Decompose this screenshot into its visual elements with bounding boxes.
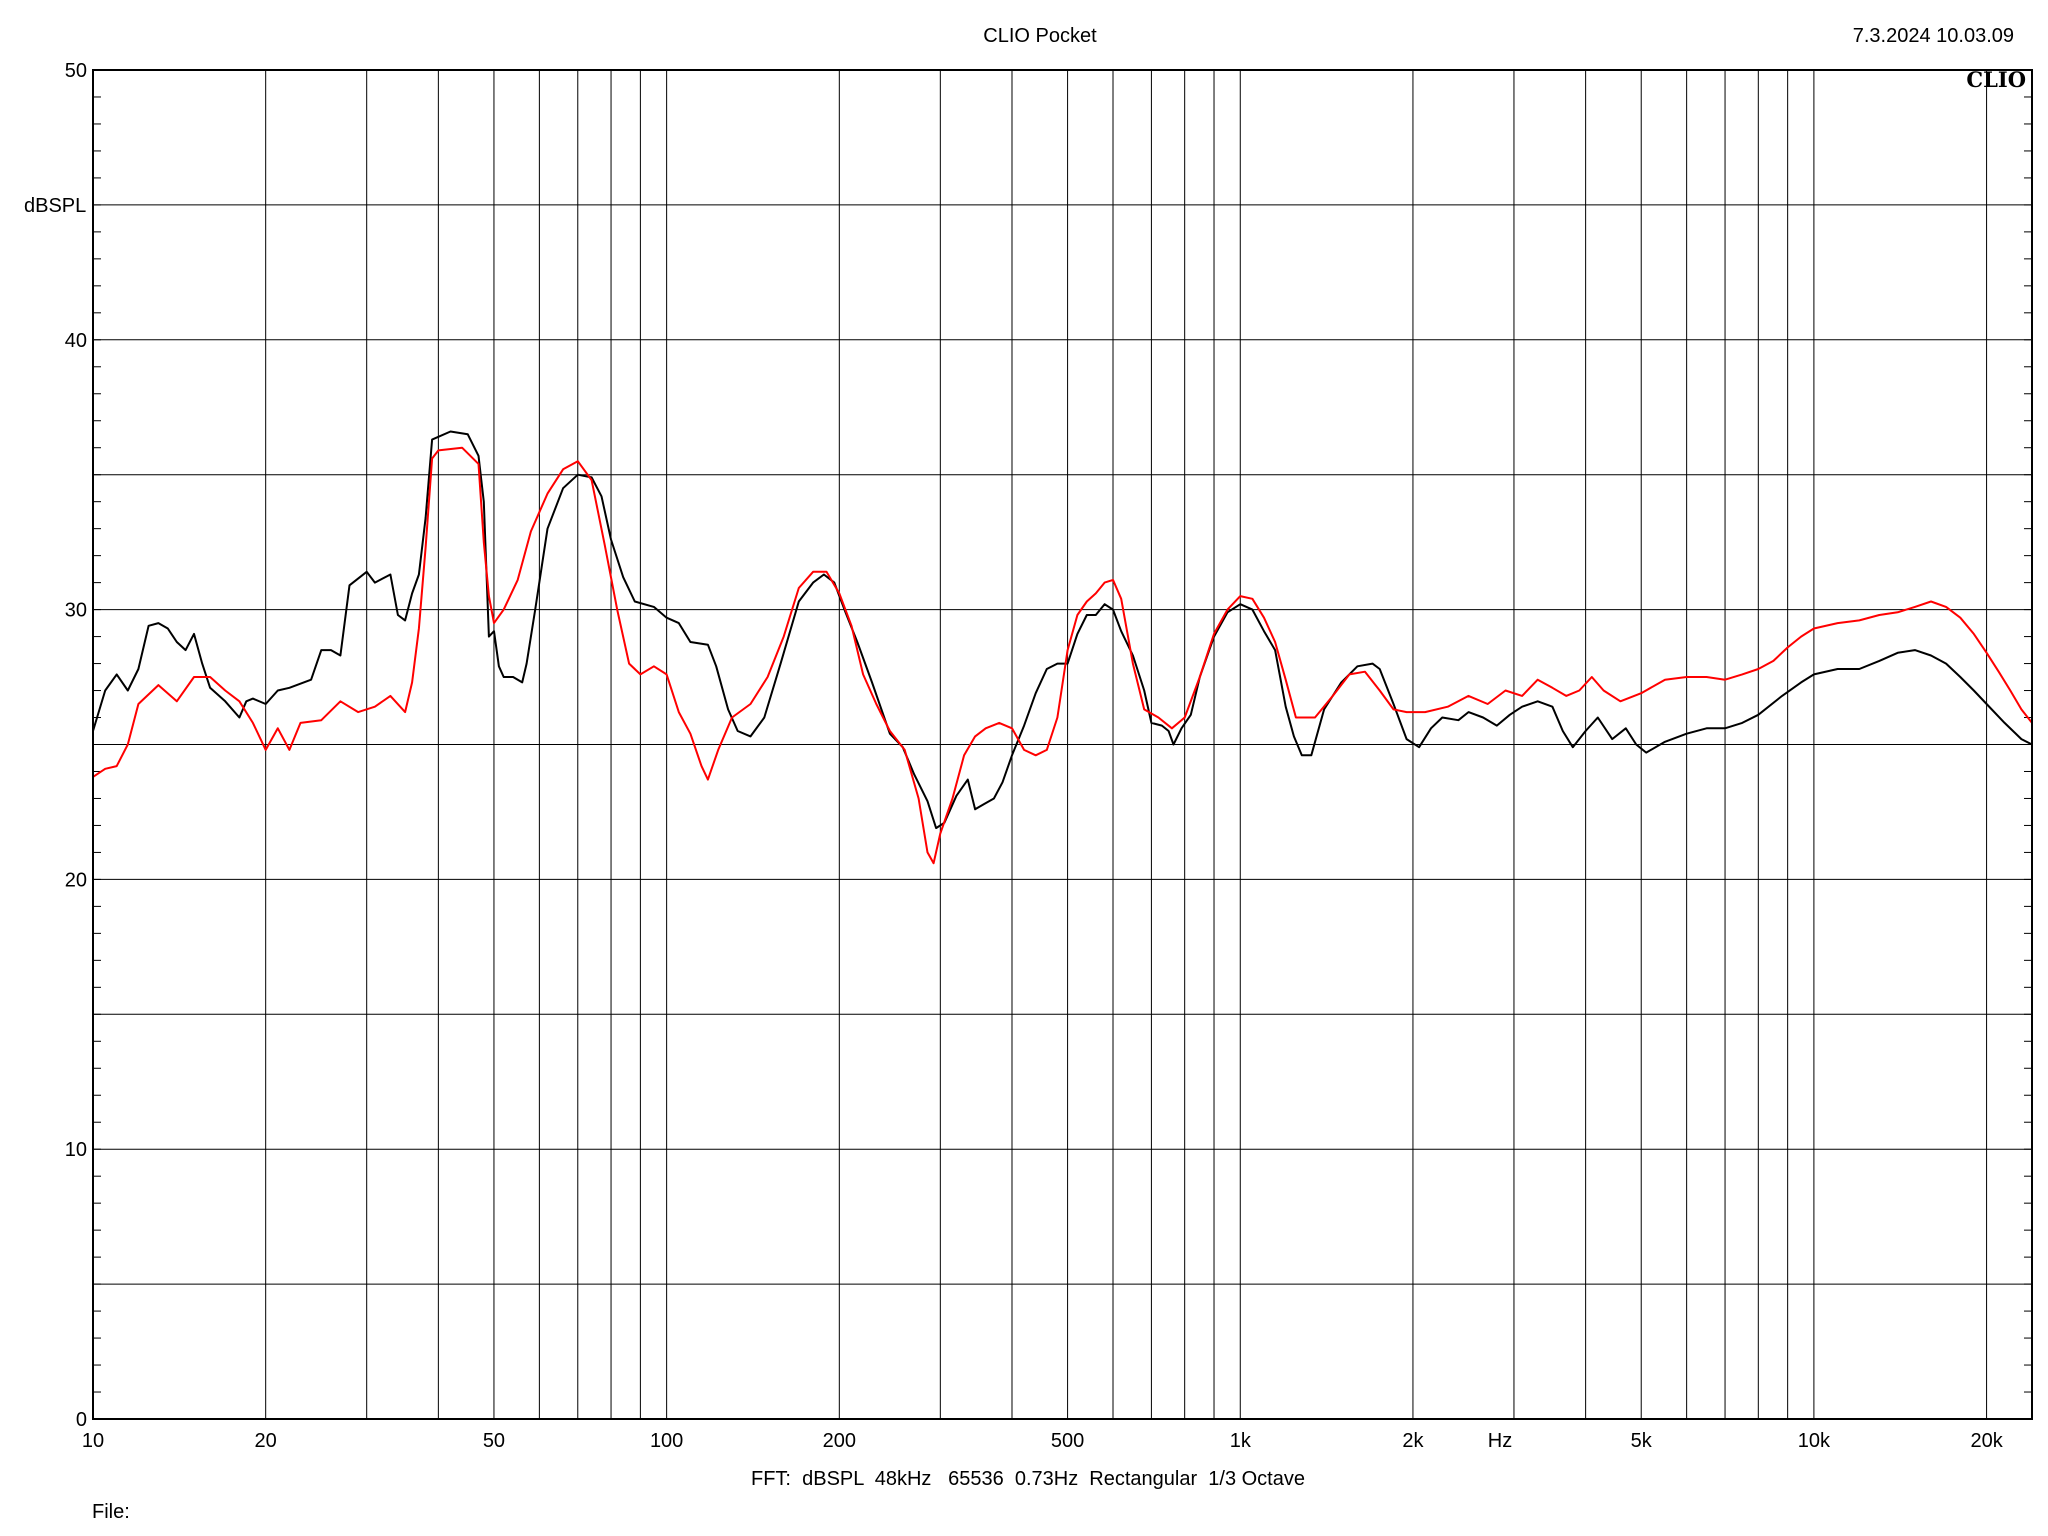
fft-settings: FFT: dBSPL 48kHz 65536 0.73Hz Rectangula… <box>751 1468 1305 1490</box>
y-tick-label: 30 <box>65 600 87 622</box>
x-tick-label: 1k <box>1230 1430 1252 1452</box>
chart-title: CLIO Pocket <box>983 25 1097 47</box>
x-tick-label: 50 <box>483 1430 505 1452</box>
x-tick-label: 100 <box>650 1430 683 1452</box>
plot-frame <box>92 69 2033 1420</box>
x-tick-label: 10k <box>1798 1430 1831 1452</box>
y-tick-label: 50 <box>65 60 87 82</box>
clio-logo: CLIO <box>1966 67 2026 92</box>
x-axis-title: Hz <box>1488 1430 1512 1452</box>
x-tick-label: 500 <box>1051 1430 1084 1452</box>
x-tick-label: 10 <box>82 1430 104 1452</box>
y-tick-label: 20 <box>65 869 87 891</box>
y-tick-label: 40 <box>65 330 87 352</box>
x-tick-label: 5k <box>1631 1430 1653 1452</box>
grid <box>93 70 2032 1419</box>
series-layer <box>92 430 2033 865</box>
x-tick-label: 20 <box>255 1430 277 1452</box>
y-tick-label: 10 <box>65 1139 87 1161</box>
series-line-1 <box>92 430 2033 830</box>
x-tick-label: 200 <box>823 1430 856 1452</box>
y-axis-title: dBSPL <box>24 195 86 217</box>
y-tick-label: 0 <box>76 1409 87 1431</box>
x-tick-label: 2k <box>1402 1430 1424 1452</box>
series-line-2 <box>92 446 2033 865</box>
timestamp: 7.3.2024 10.03.09 <box>1853 25 2014 47</box>
x-tick-label: 20k <box>1970 1430 2003 1452</box>
file-label: File: <box>92 1501 130 1523</box>
